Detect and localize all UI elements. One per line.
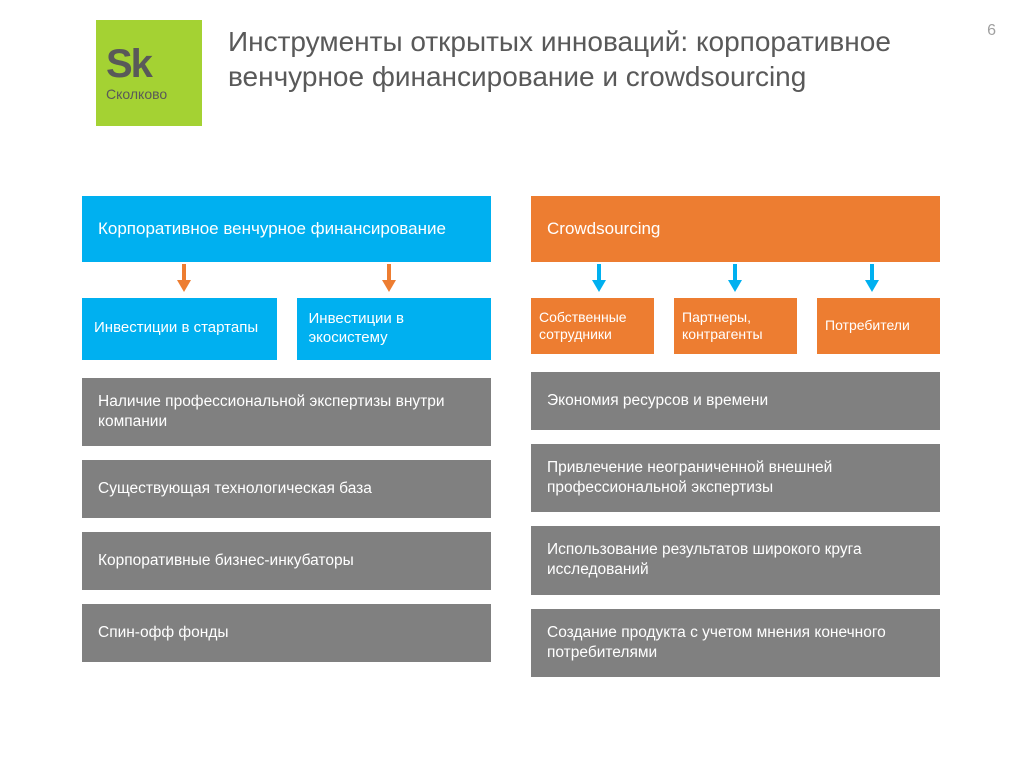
gray-box: Существующая технологическая база [82, 460, 491, 518]
right-sub-row: Собственные сотрудники Партнеры, контраг… [531, 298, 940, 354]
skolkovo-logo: Sk Сколково [96, 20, 202, 126]
left-sub-box: Инвестиции в стартапы [82, 298, 277, 360]
left-sub-box: Инвестиции в экосистему [297, 298, 492, 360]
left-gray-list: Наличие профессиональной экспертизы внут… [82, 378, 491, 662]
slide-title: Инструменты открытых инноваций: корпорат… [228, 24, 954, 94]
logo-main: Sk [106, 44, 202, 84]
right-header: Crowdsourcing [531, 196, 940, 262]
right-gray-list: Экономия ресурсов и времени Привлечение … [531, 372, 940, 677]
gray-box: Привлечение неограниченной внешней профе… [531, 444, 940, 512]
right-column: Crowdsourcing Собственные сотрудники Пар… [531, 196, 940, 677]
gray-box: Спин-офф фонды [82, 604, 491, 662]
right-arrows [531, 262, 940, 298]
right-sub-box: Партнеры, контрагенты [674, 298, 797, 354]
left-column: Корпоративное венчурное финансирование И… [82, 196, 491, 677]
right-sub-box: Собственные сотрудники [531, 298, 654, 354]
diagram-columns: Корпоративное венчурное финансирование И… [82, 196, 940, 677]
left-header: Корпоративное венчурное финансирование [82, 196, 491, 262]
page-number: 6 [987, 22, 996, 40]
gray-box: Создание продукта с учетом мнения конечн… [531, 609, 940, 677]
gray-box: Корпоративные бизнес-инкубаторы [82, 532, 491, 590]
left-sub-row: Инвестиции в стартапы Инвестиции в экоси… [82, 298, 491, 360]
right-sub-box: Потребители [817, 298, 940, 354]
gray-box: Экономия ресурсов и времени [531, 372, 940, 430]
gray-box: Наличие профессиональной экспертизы внут… [82, 378, 491, 446]
logo-sub: Сколково [106, 86, 202, 102]
gray-box: Использование результатов широкого круга… [531, 526, 940, 594]
left-arrows [82, 262, 491, 298]
